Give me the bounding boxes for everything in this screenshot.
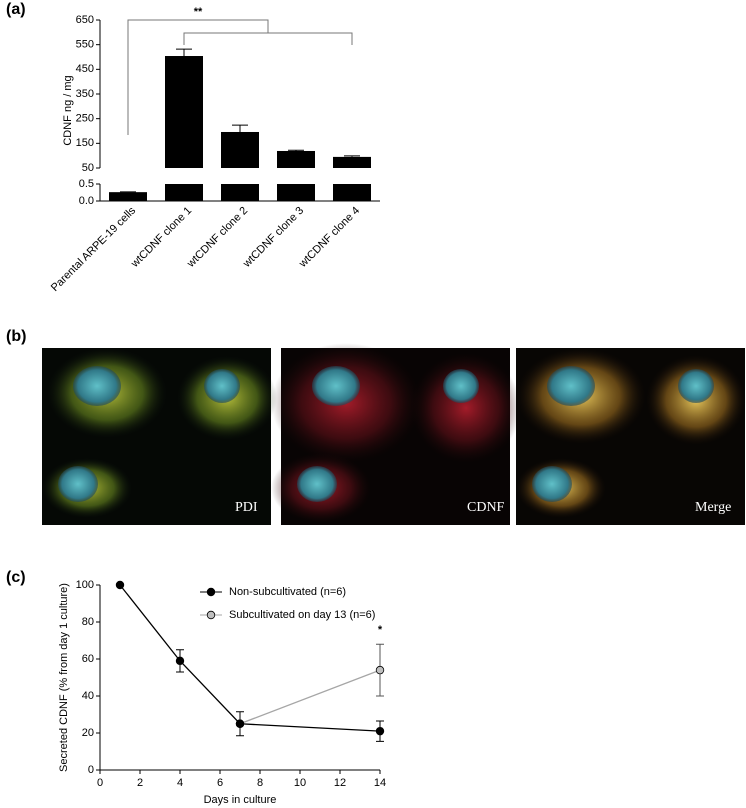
error-bar <box>344 155 360 157</box>
y-tick-label: 450 <box>76 63 94 75</box>
y-tick-label: 60 <box>82 653 94 665</box>
y-tick-label: 20 <box>82 727 94 739</box>
y-tick-label: 50 <box>82 162 94 174</box>
y-tick-label: 550 <box>76 39 94 51</box>
x-tick-label: wtCDNF clone 4 <box>296 205 362 271</box>
x-tick-label: Parental ARPE-19 cells <box>49 204 139 294</box>
series-line <box>239 669 381 725</box>
y-tick-label: 100 <box>76 579 94 591</box>
error-bar <box>232 124 248 132</box>
x-tick-label: 2 <box>137 777 143 789</box>
micrograph-label: CDNF <box>467 500 505 515</box>
y-tick-label: 150 <box>76 137 94 149</box>
y-axis-label: Secreted CDNF (% from day 1 culture) <box>58 583 70 772</box>
bar <box>333 184 371 201</box>
y-axis-label: CDNF ng / mg <box>62 75 74 145</box>
data-point <box>175 656 185 666</box>
data-point <box>235 719 245 728</box>
y-tick-label: 0 <box>88 764 94 776</box>
x-tick-label: wtCDNF clone 2 <box>184 205 250 271</box>
micrograph-label: PDI <box>235 500 258 515</box>
legend-label: Subcultivated on day 13 (n=6) <box>229 609 375 621</box>
x-tick-label: 6 <box>217 777 223 789</box>
micrograph: PDI <box>42 348 277 525</box>
significance-label: * <box>378 624 383 636</box>
legend-marker <box>206 587 216 597</box>
y-tick-label: 650 <box>76 14 94 26</box>
y-tick-label: 0.5 <box>79 178 94 190</box>
bar <box>165 56 203 168</box>
x-tick-label: 14 <box>374 777 386 789</box>
legend-label: Non-subcultivated (n=6) <box>229 586 346 598</box>
error-bar <box>176 48 192 57</box>
bar <box>221 131 259 168</box>
micrograph: CDNF <box>271 343 521 525</box>
panel-label: (b) <box>6 328 26 345</box>
y-tick-label: 350 <box>76 88 94 100</box>
y-tick-label: 250 <box>76 113 94 125</box>
significance-bracket <box>127 19 353 135</box>
error-bar <box>288 149 304 151</box>
panel-label: (c) <box>6 569 26 586</box>
bar <box>277 184 315 201</box>
x-tick-label: 8 <box>257 777 263 789</box>
bar <box>333 156 371 168</box>
x-tick-label: wtCDNF clone 1 <box>128 205 194 271</box>
y-tick-label: 80 <box>82 616 94 628</box>
data-point <box>115 580 125 590</box>
data-point <box>375 665 385 675</box>
x-tick-label: 0 <box>97 777 103 789</box>
bar <box>165 184 203 201</box>
x-tick-label: wtCDNF clone 3 <box>240 205 306 271</box>
micrograph: Merge <box>516 348 746 525</box>
y-tick-label: 40 <box>82 690 94 702</box>
micrograph-label: Merge <box>695 500 731 515</box>
bar <box>221 184 259 201</box>
x-tick-label: 12 <box>334 777 346 789</box>
y-tick-label: 0.0 <box>79 195 94 207</box>
legend-marker <box>206 610 216 620</box>
x-tick-label: 4 <box>177 777 183 789</box>
x-axis-label: Days in culture <box>204 794 277 806</box>
significance-label: ** <box>194 6 203 18</box>
series-line <box>119 584 381 732</box>
bar <box>277 150 315 168</box>
data-point <box>375 726 385 736</box>
bar <box>109 192 147 201</box>
panel-label: (a) <box>6 1 26 18</box>
x-tick-label: 10 <box>294 777 306 789</box>
